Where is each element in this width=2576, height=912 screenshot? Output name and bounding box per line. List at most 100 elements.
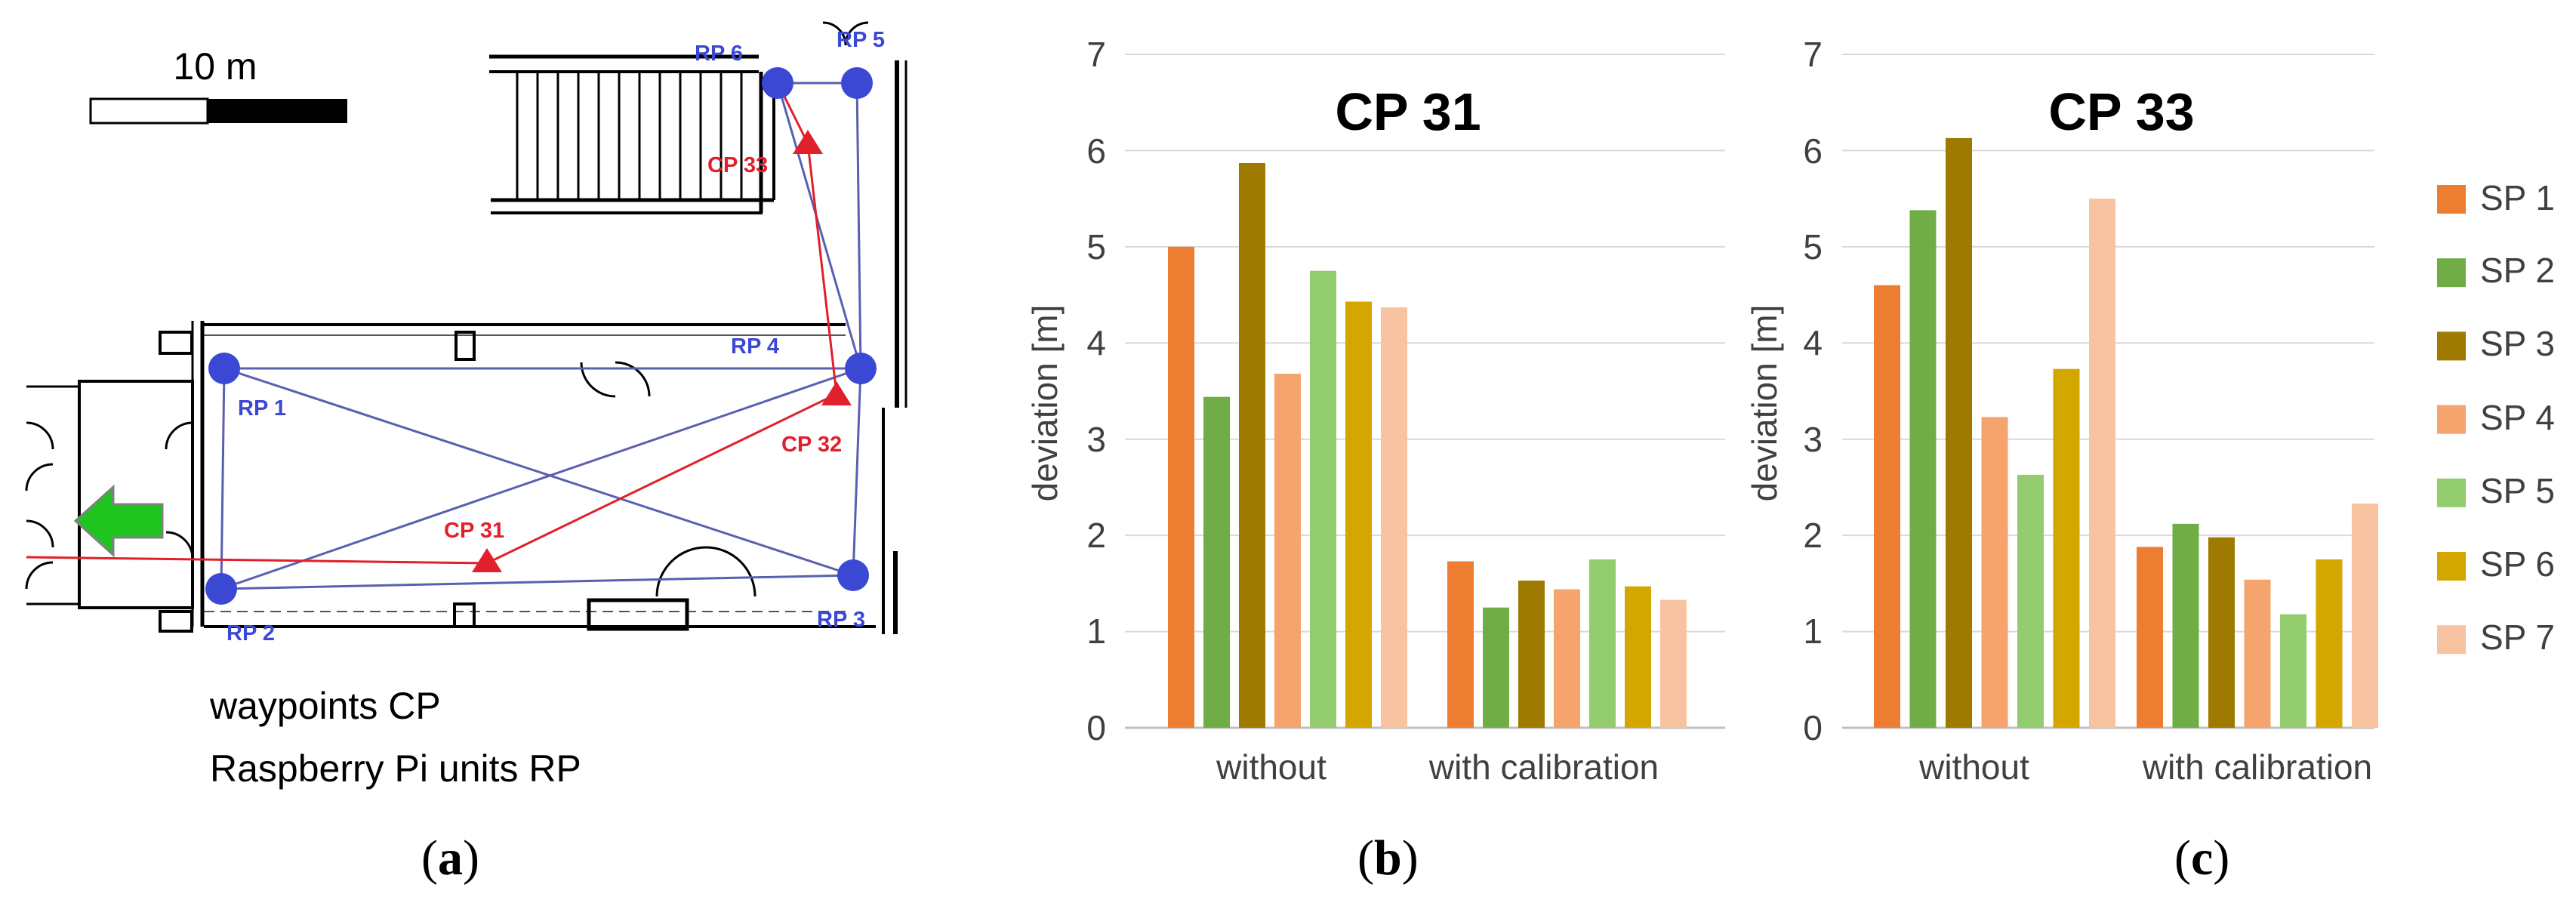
y-tick-label: 1	[1086, 612, 1106, 651]
y-tick-label: 7	[1803, 35, 1823, 74]
y-tick-label: 0	[1803, 708, 1823, 747]
entrance-doors	[25, 421, 194, 590]
rp3-marker	[837, 559, 869, 591]
cp32-marker	[821, 381, 852, 405]
stair-treads	[516, 72, 743, 200]
legend-raspberry: Raspberry Pi units RP	[210, 747, 581, 790]
chart-cp33-title: CP 33	[2048, 82, 2194, 141]
chart-cp31-yticks: 0 1 2 3 4 5 6 7	[1086, 35, 1106, 747]
legend-swatch-sp5	[2437, 478, 2466, 507]
panel-labels: (a) (b) (c)	[421, 830, 2229, 886]
bar-cp31-sp4-without	[1274, 374, 1301, 728]
legend-label-sp7: SP 7	[2480, 618, 2555, 657]
legend-swatch-sp7	[2437, 625, 2466, 655]
chart-cp31-category-without: without	[1216, 747, 1327, 787]
y-tick-label: 2	[1086, 516, 1106, 555]
legend-label-sp3: SP 3	[2480, 324, 2555, 363]
bar-cp31-sp6-with-calibration	[1625, 586, 1651, 728]
bar-cp33-sp7-without	[2089, 199, 2115, 729]
chart-cp31: 0 1 2 3 4 5 6 7 deviation [m] CP 31 with…	[1025, 35, 1725, 787]
rp5-label: RP 5	[837, 28, 885, 52]
y-tick-label: 7	[1086, 35, 1106, 74]
chart-cp31-bars	[1168, 162, 1687, 729]
cp33-marker	[793, 130, 823, 154]
bar-cp33-sp5-with-calibration	[2280, 614, 2306, 728]
scale-label: 10 m	[173, 45, 257, 88]
y-tick-label: 5	[1086, 227, 1106, 267]
legend-swatch-sp3	[2437, 331, 2466, 361]
rp1-label: RP 1	[238, 396, 286, 421]
rp4-marker	[845, 353, 877, 384]
legend-swatch-sp4	[2437, 405, 2466, 434]
chart-cp31-title: CP 31	[1335, 82, 1481, 141]
rp1-marker	[208, 353, 240, 384]
bar-cp33-sp5-without	[2017, 474, 2044, 728]
chart-cp31-category-with-calibration: with calibration	[1428, 747, 1659, 787]
bar-cp31-sp3-with-calibration	[1518, 581, 1545, 728]
cp32-label: CP 32	[781, 433, 842, 457]
bar-cp31-sp5-without	[1310, 270, 1336, 728]
panel-label-b: (b)	[1357, 830, 1419, 886]
rp5-marker	[841, 67, 873, 99]
cp33-label: CP 33	[707, 153, 768, 177]
chart-cp33-ylabel: deviation [m]	[1745, 305, 1784, 502]
bar-cp33-sp1-with-calibration	[2137, 547, 2163, 728]
legend-label-sp6: SP 6	[2480, 544, 2555, 584]
y-tick-label: 4	[1803, 323, 1823, 362]
panel-label-a: (a)	[421, 830, 479, 886]
rp2-label: RP 2	[226, 621, 275, 645]
bar-cp33-sp1-without	[1874, 285, 1900, 728]
bar-cp31-sp6-without	[1345, 301, 1372, 728]
chart-cp33-category-without: without	[1918, 747, 2029, 787]
cp31-label: CP 31	[444, 519, 504, 543]
bar-cp33-sp6-with-calibration	[2316, 559, 2343, 728]
legend-labels: SP 1 SP 2 SP 3 SP 4 SP 5 SP 6 SP 7	[2480, 178, 2555, 657]
chart-cp33-bars	[1874, 137, 2378, 729]
legend-label-sp5: SP 5	[2480, 471, 2555, 510]
rp2-marker	[205, 573, 237, 605]
rp3-label: RP 3	[817, 608, 865, 632]
bar-cp31-sp7-with-calibration	[1660, 599, 1687, 728]
bar-cp31-sp1-without	[1168, 246, 1194, 728]
bar-cp33-sp7-with-calibration	[2352, 504, 2378, 728]
bar-cp33-sp4-with-calibration	[2244, 579, 2271, 728]
y-tick-label: 6	[1803, 131, 1823, 171]
legend-swatches	[2437, 185, 2466, 655]
bar-cp31-sp3-without	[1239, 162, 1265, 729]
scale-bar-white	[89, 97, 209, 125]
legend-label-sp1: SP 1	[2480, 178, 2555, 217]
chart-cp31-ylabel: deviation [m]	[1025, 305, 1065, 502]
legend-swatch-sp2	[2437, 258, 2466, 288]
bar-cp31-sp4-with-calibration	[1554, 589, 1580, 728]
bar-cp33-sp3-without	[1946, 137, 1972, 728]
y-tick-label: 5	[1803, 227, 1823, 267]
rp4-label: RP 4	[731, 334, 779, 359]
bar-cp31-sp2-without	[1203, 396, 1230, 728]
legend-swatch-sp6	[2437, 552, 2466, 581]
bar-cp33-sp2-without	[1909, 210, 1937, 728]
y-tick-label: 3	[1803, 420, 1823, 459]
chart-legend: SP 1 SP 2 SP 3 SP 4 SP 5 SP 6 SP 7	[2437, 178, 2555, 657]
y-tick-label: 2	[1803, 516, 1823, 555]
rp6-label: RP 6	[695, 42, 743, 66]
rp6-marker	[762, 67, 793, 99]
legend-waypoints: waypoints CP	[209, 685, 441, 727]
bar-cp33-sp4-without	[1981, 417, 2008, 728]
y-tick-label: 4	[1086, 323, 1106, 362]
bar-cp33-sp3-with-calibration	[2208, 537, 2235, 728]
bar-cp31-sp1-with-calibration	[1447, 561, 1474, 728]
chart-cp33-yticks: 0 1 2 3 4 5 6 7	[1803, 35, 1823, 747]
exit-arrow-icon	[73, 484, 164, 558]
bar-cp31-sp7-without	[1381, 307, 1407, 728]
rp-links	[220, 82, 862, 590]
panel-label-c: (c)	[2174, 830, 2229, 886]
chart-cp33-category-with-calibration: with calibration	[2142, 747, 2372, 787]
cp-path	[26, 82, 838, 565]
rp-labels: RP 1 RP 2 RP 3 RP 4 RP 5 RP 6	[226, 28, 885, 645]
y-tick-label: 6	[1086, 131, 1106, 171]
bar-cp31-sp5-with-calibration	[1589, 559, 1616, 728]
y-tick-label: 0	[1086, 708, 1106, 747]
bar-cp33-sp6-without	[2053, 368, 2080, 728]
y-tick-label: 1	[1803, 612, 1823, 651]
